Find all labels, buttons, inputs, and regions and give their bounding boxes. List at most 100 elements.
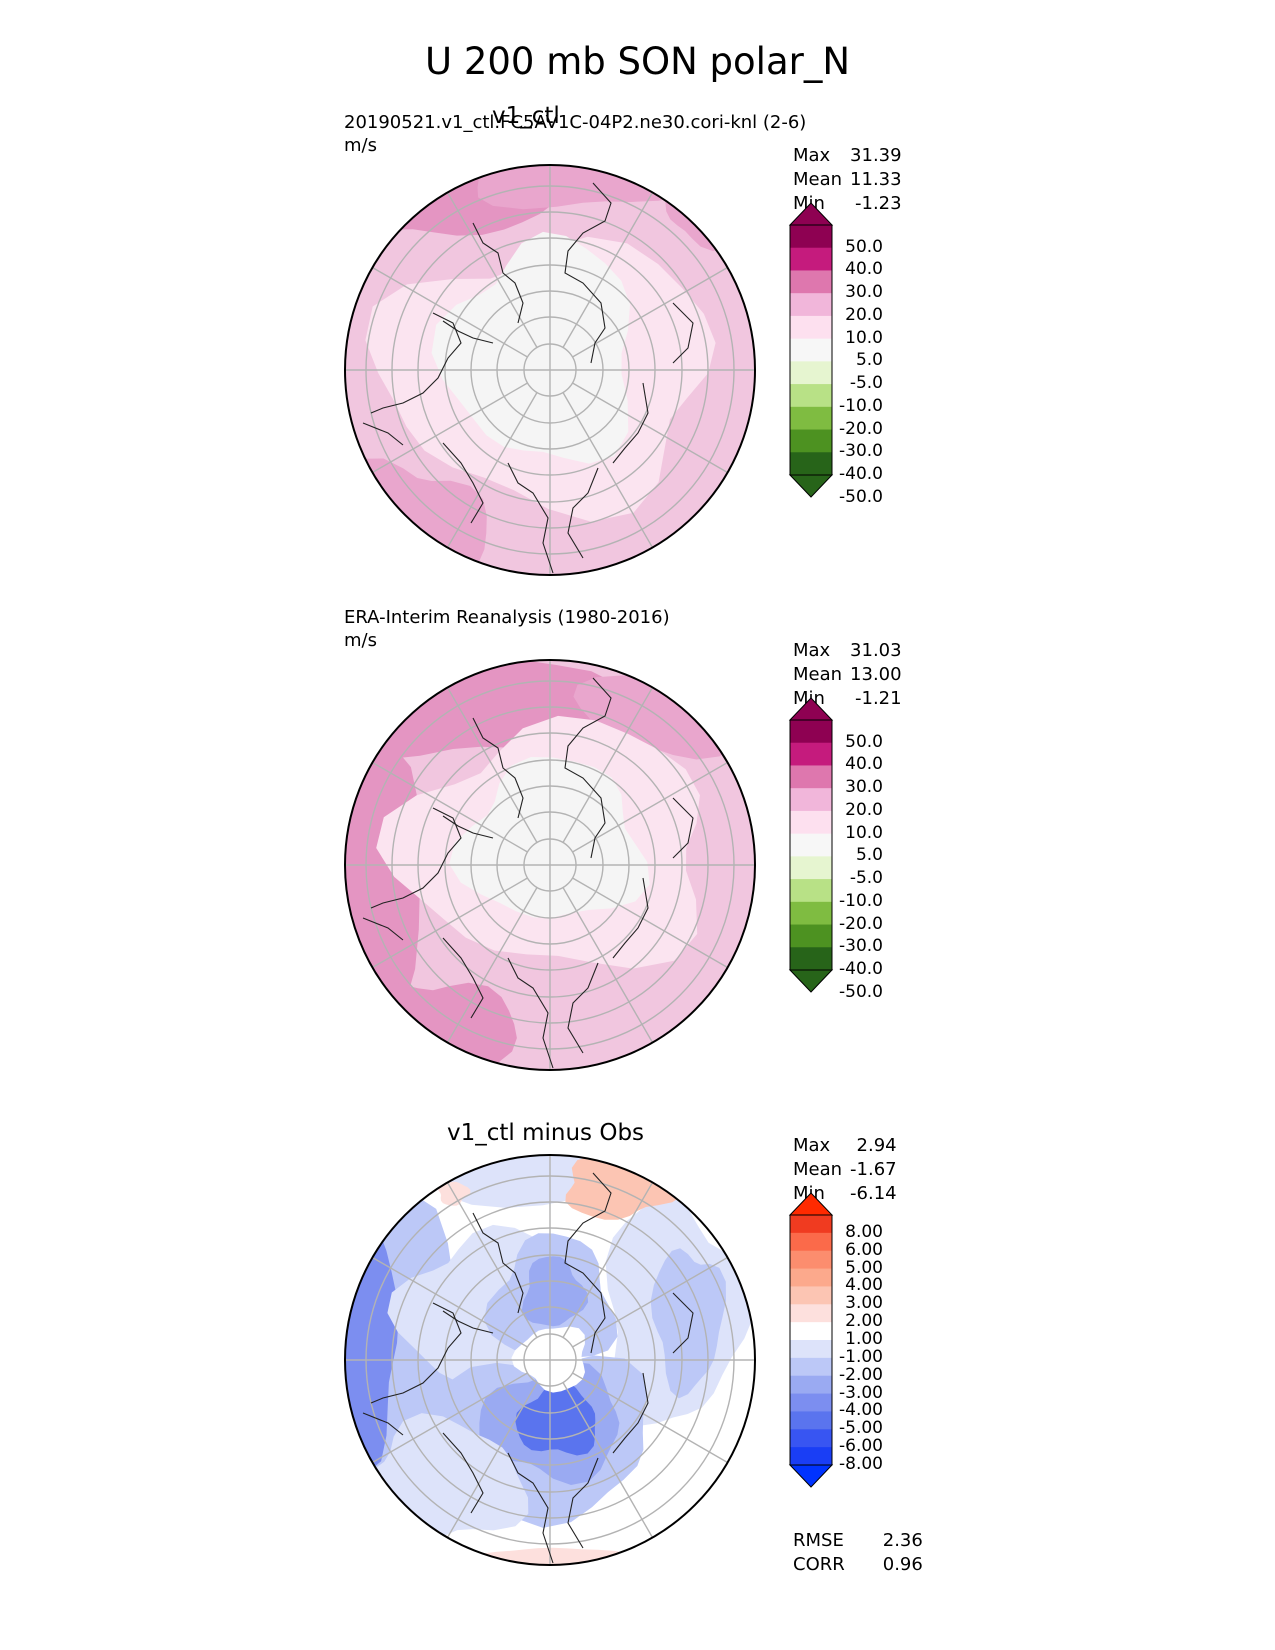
- colorbar-tick-label: -8.00: [839, 1454, 883, 1474]
- contour-field: [345, 165, 755, 575]
- coastline: [442, 1432, 484, 1514]
- coastline: [362, 1412, 404, 1436]
- colorbar-tick-label: -2.00: [839, 1364, 883, 1385]
- colorbar-tick-label: 4.00: [845, 1275, 883, 1296]
- colorbar-segment: [790, 1340, 832, 1359]
- panel-3-stats: Max 2.94 Mean -1.67 Min -6.14: [791, 1133, 899, 1207]
- colorbar-tick-label: 5.0: [855, 845, 883, 866]
- longitude-line: [441, 1173, 538, 1338]
- stat-label: Max: [793, 145, 831, 166]
- colorbar-tick-label: -6.00: [839, 1436, 883, 1457]
- colorbar-tick-label: 5.0: [855, 350, 883, 371]
- colorbar-segment: [790, 1268, 832, 1287]
- colorbar-tick-label: 40.0: [845, 259, 883, 280]
- colorbar-segment: [790, 742, 832, 766]
- contour-region: [515, 1379, 596, 1456]
- metric-label: RMSE: [793, 1530, 844, 1551]
- longitude-line: [441, 887, 538, 1052]
- longitude-line: [441, 183, 538, 348]
- longitude-line: [572, 1251, 737, 1348]
- panel-3-title: v1_ctl minus Obs: [447, 1120, 645, 1146]
- panel-3-metrics: RMSE 2.36 CORR 0.96: [791, 1528, 925, 1578]
- colorbar-frame: [789, 1214, 833, 1466]
- coastline: [442, 937, 484, 1019]
- colorbar-segment: [790, 361, 832, 385]
- stat-label: Mean: [793, 1159, 843, 1180]
- colorbar-segment: [790, 856, 832, 880]
- panel-2-polar-map: [344, 659, 756, 1071]
- longitude-line: [363, 1372, 528, 1469]
- colorbar-segment: [790, 924, 832, 948]
- colorbar-segment: [790, 1429, 832, 1448]
- stat-label: Mean: [793, 169, 843, 190]
- stat-value: 31.03: [850, 640, 902, 661]
- longitude-line: [562, 1173, 659, 1338]
- colorbar-extend-max: [788, 202, 834, 226]
- colorbar-segment: [790, 1250, 832, 1270]
- coastline: [612, 1372, 649, 1454]
- colorbar-tick-label: 5.00: [845, 1257, 883, 1278]
- colorbar-segment: [790, 1215, 832, 1234]
- colorbar-tick-label: 10.0: [845, 822, 883, 843]
- stat-value: -1.21: [855, 688, 902, 709]
- colorbar-tick-label: 30.0: [845, 777, 883, 798]
- colorbar-tick-label: 50.0: [845, 731, 883, 752]
- coastline: [442, 320, 494, 344]
- colorbar-tick-label: 8.00: [845, 1221, 883, 1242]
- stat-value: -1.23: [855, 193, 902, 214]
- colorbar-tick-label: 3.00: [845, 1293, 883, 1314]
- colorbar-segment: [790, 406, 832, 431]
- coastline: [472, 1212, 524, 1314]
- colorbar-segment: [790, 315, 832, 340]
- coastline: [567, 467, 599, 559]
- stat-value: 13.00: [850, 664, 902, 685]
- contour-field: [345, 660, 755, 1070]
- colorbar-segment: [790, 293, 832, 317]
- colorbar-segment: [790, 1411, 832, 1430]
- metric-label: CORR: [793, 1554, 845, 1575]
- colorbar-segment: [790, 247, 832, 271]
- longitude-line: [572, 261, 737, 358]
- panel-1-polar-map: [344, 164, 756, 576]
- stat-value: 31.39: [850, 145, 902, 166]
- coastline: [672, 797, 694, 859]
- stat-label: Mean: [793, 664, 843, 685]
- panel-1-subtitle: 20190521.v1_ctl.FC5AV1C-04P2.ne30.cori-k…: [344, 112, 807, 133]
- panel-3-polar-map: [344, 1154, 756, 1566]
- coastline: [564, 677, 612, 859]
- colorbar-segment: [790, 1232, 832, 1252]
- colorbar-tick-label: -5.0: [849, 373, 883, 394]
- graticule: [345, 1155, 755, 1565]
- colorbar-segment: [790, 1304, 832, 1323]
- longitude-line: [562, 183, 659, 348]
- longitude-line: [572, 1372, 737, 1469]
- graticule: [345, 165, 755, 575]
- colorbar-segment: [790, 833, 832, 857]
- coastline: [612, 382, 649, 464]
- colorbar-tick-label: -30.0: [839, 936, 883, 957]
- colorbar-tick-label: 50.0: [845, 236, 883, 257]
- coastline: [472, 222, 524, 324]
- graticule: [345, 660, 755, 1070]
- stat-label: Max: [793, 1135, 831, 1156]
- colorbar-tick-label: -30.0: [839, 441, 883, 462]
- stat-value: 2.94: [856, 1135, 897, 1156]
- colorbar-graphic: [788, 202, 834, 498]
- colorbar-tick-label: -50.0: [839, 981, 883, 1002]
- colorbar-segment: [790, 901, 832, 926]
- colorbar-segment: [790, 384, 832, 408]
- colorbar-tick-label: 20.0: [845, 304, 883, 325]
- figure-title: U 200 mb SON polar_N: [424, 40, 851, 83]
- colorbar-tick-label: 2.00: [845, 1311, 883, 1332]
- coastlines: [362, 1172, 694, 1564]
- longitude-line: [572, 382, 737, 479]
- colorbar-segment: [790, 1447, 832, 1466]
- longitude-line: [363, 382, 528, 479]
- panel-1-stats: Max 31.39 Mean 11.33 Min -1.23: [791, 143, 904, 217]
- colorbar-segment: [790, 788, 832, 812]
- map-boundary: [344, 1154, 756, 1566]
- colorbar-graphic: [788, 1192, 834, 1488]
- coastlines: [362, 182, 694, 574]
- coastline: [442, 442, 484, 524]
- stat-value: -6.14: [850, 1183, 897, 1204]
